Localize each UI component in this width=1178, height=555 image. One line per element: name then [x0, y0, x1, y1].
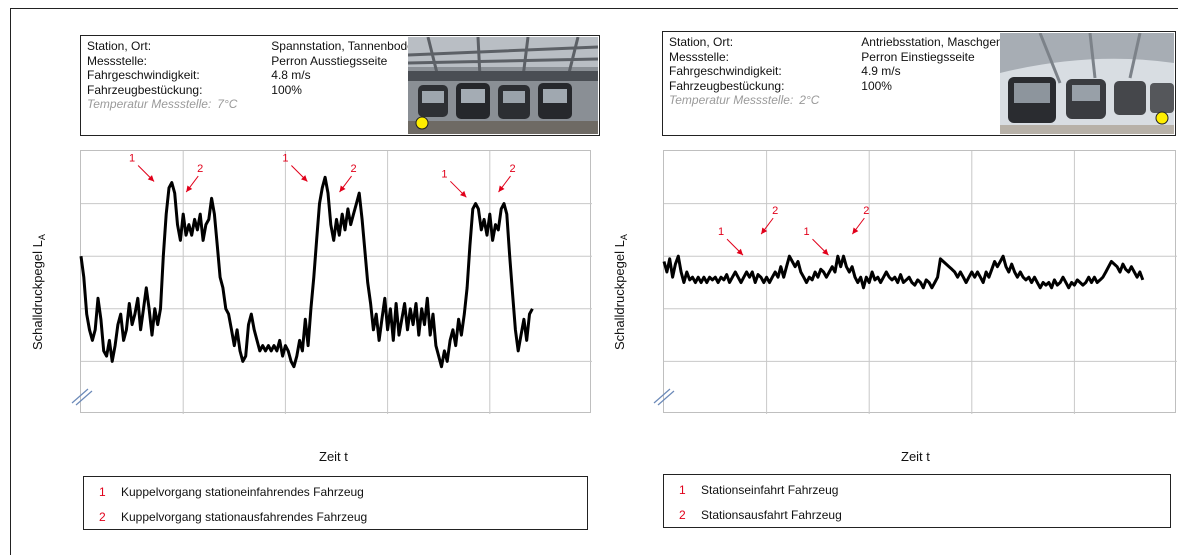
annotation-arrowhead [822, 248, 829, 256]
axis-break-mark [653, 388, 675, 406]
info-value: Perron Einstiegsseite [861, 49, 975, 64]
info-box: Station, Ort: Spannstation, Tannenboden M… [80, 35, 600, 136]
info-value: 7°C [217, 97, 238, 111]
chart-svg: 1 2 1 2 1 2 [79, 151, 592, 414]
legend-text: Stationseinfahrt Fahrzeug [701, 483, 839, 497]
legend-num: 2 [99, 510, 106, 524]
info-row: Fahrgeschwindigkeit: 4.9 m/s [669, 64, 1035, 79]
annotation-label: 2 [863, 205, 869, 217]
annotation-arrowhead [186, 185, 193, 193]
y-axis-label-text: Schalldruckpegel L [612, 240, 627, 350]
legend-item: 2 Stationsausfahrt Fahrzeug [679, 508, 842, 522]
info-value: 4.8 m/s [271, 68, 311, 82]
info-row-temperature: Temperatur Messstelle: 7°C [87, 97, 421, 112]
info-box: Station, Ort: Antriebsstation, Maschgenka… [662, 31, 1176, 136]
legend-num: 2 [679, 508, 686, 522]
y-axis-label: Schalldruckpegel LA [612, 234, 629, 350]
panel-left: Station, Ort: Spannstation, Tannenboden M… [30, 35, 600, 530]
legend-box: 1 Stationseinfahrt Fahrzeug 2 Stationsausf… [663, 474, 1171, 528]
annotation-arrowhead [147, 175, 155, 182]
annotation-arrowhead [761, 227, 768, 235]
series-line [662, 254, 1145, 290]
info-key: Fahrgeschwindigkeit: [87, 68, 200, 82]
info-row: Fahrgeschwindigkeit: 4.8 m/s [87, 68, 421, 83]
annotation-arrowhead [339, 185, 346, 193]
station-photo [408, 37, 598, 134]
legend-box: 1 Kuppelvorgang stationeinfahrendes Fahrz… [83, 476, 588, 530]
annotation-label: 2 [772, 205, 778, 217]
info-table: Station, Ort: Spannstation, Tannenboden M… [87, 39, 421, 112]
y-axis-label-subscript: A [619, 234, 629, 241]
info-value: Spannstation, Tannenboden [271, 39, 421, 53]
station-photo [1000, 33, 1174, 134]
info-row-temperature: Temperatur Messstelle: 2°C [669, 93, 1035, 108]
annotation-label: 1 [441, 168, 447, 180]
annotation-label: 1 [282, 153, 288, 165]
info-value: 4.9 m/s [861, 64, 901, 78]
series-line [79, 175, 534, 369]
info-value: Perron Ausstiegsseite [271, 53, 388, 68]
info-row: Station, Ort: Spannstation, Tannenboden [87, 39, 421, 54]
panel-right: Station, Ort: Antriebsstation, Maschgenka… [612, 31, 1177, 528]
annotation-label: 1 [718, 226, 724, 238]
annotation-arrowhead [460, 190, 467, 198]
info-value: Antriebsstation, Maschgenkamm [861, 35, 1036, 49]
info-key: Fahrgeschwindigkeit: [669, 64, 782, 78]
legend-text: Stationsausfahrt Fahrzeug [701, 508, 842, 522]
info-value: 2°C [799, 93, 820, 107]
info-table: Station, Ort: Antriebsstation, Maschgenka… [669, 35, 1035, 108]
info-key: Temperatur Messstelle: [87, 97, 212, 111]
info-key: Station, Ort: [87, 39, 152, 53]
legend-item: 1 Stationseinfahrt Fahrzeug [679, 483, 838, 497]
annotation-label: 2 [197, 163, 203, 175]
info-row: Messstelle: Perron Einstiegsseite [669, 50, 1035, 65]
axis-break-mark [71, 388, 93, 406]
info-key: Messstelle: [87, 53, 148, 68]
figure-frame [10, 8, 1178, 555]
x-axis-label: Zeit t [901, 449, 930, 464]
annotation-label: 1 [803, 226, 809, 238]
info-value: 100% [861, 78, 892, 93]
x-axis-label: Zeit t [319, 449, 348, 464]
legend-item: 1 Kuppelvorgang stationeinfahrendes Fahrz… [99, 485, 364, 499]
info-row: Fahrzeugbestückung: 100% [669, 79, 1035, 94]
plot-area: 1 2 1 2 1 2 [79, 150, 592, 414]
plot-area: 1 2 1 2 [662, 150, 1177, 414]
info-key: Temperatur Messstelle: [669, 93, 794, 107]
legend-item: 2 Kuppelvorgang stationausfahrendes Fahrz… [99, 510, 367, 524]
info-key: Fahrzeugbestückung: [87, 82, 203, 97]
info-key: Station, Ort: [669, 35, 734, 49]
annotation-label: 2 [509, 163, 515, 175]
annotation-arrowhead [736, 248, 743, 256]
info-value: 100% [271, 82, 302, 97]
info-row: Fahrzeugbestückung: 100% [87, 83, 421, 98]
annotation-arrowhead [852, 227, 859, 235]
legend-num: 1 [99, 485, 106, 499]
annotation-label: 2 [350, 163, 356, 175]
legend-text: Kuppelvorgang stationeinfahrendes Fahrze… [121, 485, 364, 499]
info-key: Fahrzeugbestückung: [669, 78, 785, 93]
info-key: Messstelle: [669, 49, 730, 64]
chart-svg: 1 2 1 2 [662, 151, 1177, 414]
annotation-arrowhead [498, 185, 505, 193]
info-row: Station, Ort: Antriebsstation, Maschgenka… [669, 35, 1035, 50]
legend-text: Kuppelvorgang stationausfahrendes Fahrze… [121, 510, 368, 524]
info-row: Messstelle: Perron Ausstiegsseite [87, 54, 421, 69]
annotation-label: 1 [129, 153, 135, 165]
legend-num: 1 [679, 483, 686, 497]
indicator-dot [415, 116, 429, 130]
indicator-dot [1155, 111, 1169, 125]
